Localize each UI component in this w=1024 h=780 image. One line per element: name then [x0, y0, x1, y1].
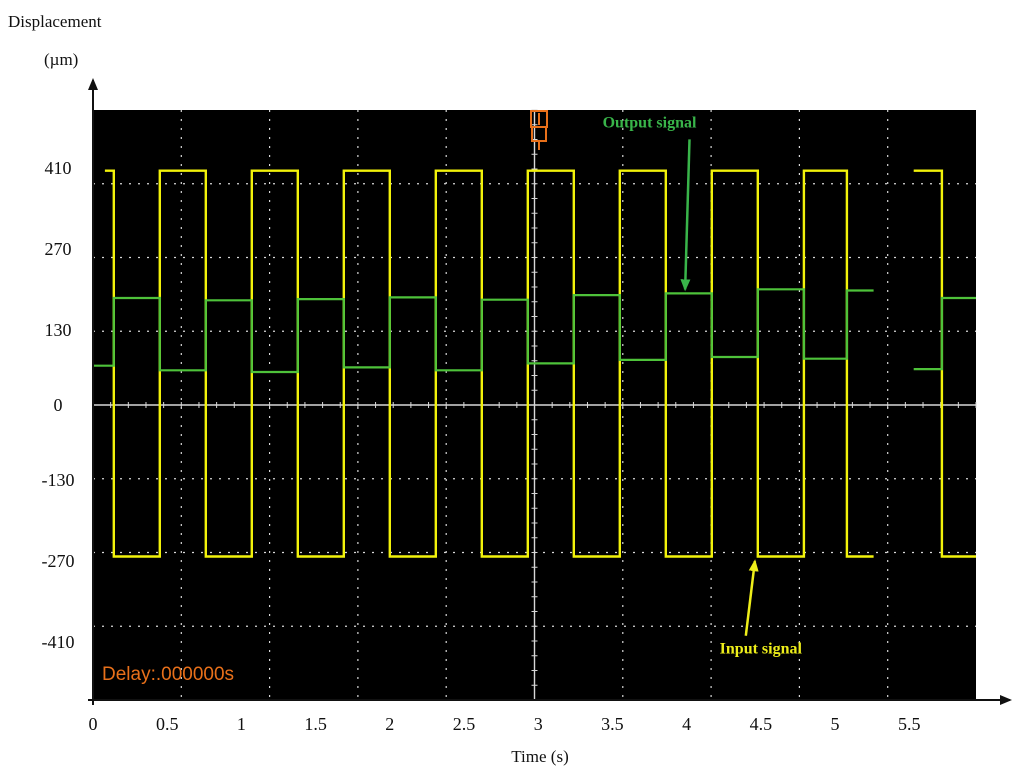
- x-tick-label: 3: [534, 714, 543, 734]
- y-tick-label: -410: [42, 632, 75, 652]
- x-tick-label: 1.5: [304, 714, 327, 734]
- y-tick-label: 270: [45, 239, 72, 259]
- y-tick-labels: 410 270 130 0 -130 -270 -410: [42, 158, 75, 652]
- output-signal-trace: [93, 288, 874, 374]
- x-tick-label: 5: [831, 714, 840, 734]
- grid: [92, 109, 977, 701]
- y-tick-label: -270: [42, 551, 75, 571]
- x-tick-label: 0: [89, 714, 98, 734]
- x-tick-labels: 0 0.5 1 1.5 2 2.5 3 3.5 4 4.5 5 5.5: [89, 714, 921, 734]
- signal-traces: [93, 169, 976, 558]
- y-tick-label: -130: [42, 470, 75, 490]
- input-annotation-arrow: [744, 559, 759, 636]
- y-axis-label: Displacement: [8, 12, 102, 31]
- delay-readout: Delay:.000000s: [102, 664, 234, 685]
- trigger-marker-icon: [530, 110, 548, 150]
- x-tick-label: 0.5: [156, 714, 179, 734]
- x-tick-label: 5.5: [898, 714, 921, 734]
- annotations: Output signal Input signal: [603, 114, 803, 657]
- x-tick-label: 4.5: [750, 714, 773, 734]
- output-signal-annotation: Output signal: [603, 114, 697, 131]
- x-tick-label: 1: [237, 714, 246, 734]
- x-axis-label: Time (s): [511, 747, 568, 766]
- x-tick-label: 2: [385, 714, 394, 734]
- x-tick-label: 3.5: [601, 714, 624, 734]
- y-tick-label: 410: [45, 158, 72, 178]
- input-signal-annotation: Input signal: [720, 641, 803, 658]
- output-annotation-arrow: [680, 139, 691, 292]
- y-tick-label: 0: [54, 395, 63, 415]
- x-tick-label: 2.5: [453, 714, 476, 734]
- y-axis-unit: (µm): [44, 50, 78, 69]
- y-tick-label: 130: [45, 320, 72, 340]
- x-tick-label: 4: [682, 714, 691, 734]
- output-signal-trace: [913, 296, 976, 371]
